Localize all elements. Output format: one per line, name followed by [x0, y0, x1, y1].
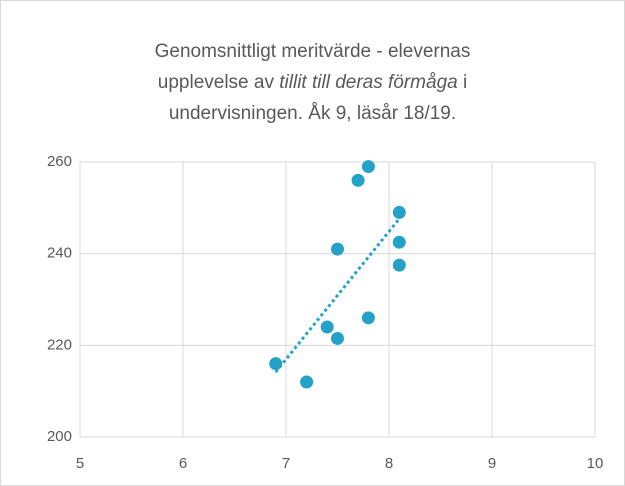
point	[392, 205, 406, 219]
title-segment: undervisningen. Åk 9, läsår 18/19.	[169, 103, 456, 124]
chart-title-line: Genomsnittligt meritvärde - elevernas	[155, 41, 471, 62]
y-tick-label: 220	[47, 336, 72, 353]
x-tick-label: 6	[179, 455, 187, 472]
point	[331, 331, 344, 345]
point	[351, 173, 365, 187]
y-tick-label: 240	[47, 245, 72, 262]
x-tick-label: 9	[488, 455, 496, 472]
x-tick-label: 5	[76, 455, 84, 472]
point	[320, 320, 334, 334]
x-tick-label: 8	[385, 455, 393, 472]
point	[300, 375, 314, 389]
chart-title-line: upplevelse av tillit till deras förmåga …	[158, 72, 467, 93]
title-segment: i	[458, 72, 468, 93]
y-tick-label: 260	[47, 153, 72, 170]
x-tick-label: 10	[587, 455, 604, 472]
point	[392, 235, 406, 249]
point	[392, 258, 406, 272]
point	[361, 160, 375, 174]
x-tick-label: 7	[282, 455, 290, 472]
title-segment: Genomsnittligt meritvärde - elevernas	[155, 41, 471, 62]
title-segment: tillit till deras förmåga	[279, 72, 457, 93]
chart-title-line: undervisningen. Åk 9, läsår 18/19.	[169, 103, 456, 124]
point	[331, 242, 344, 256]
trendline	[274, 217, 401, 373]
title-segment: upplevelse av	[158, 72, 279, 93]
point	[269, 357, 283, 371]
y-tick-label: 200	[47, 428, 72, 445]
point	[361, 311, 375, 325]
